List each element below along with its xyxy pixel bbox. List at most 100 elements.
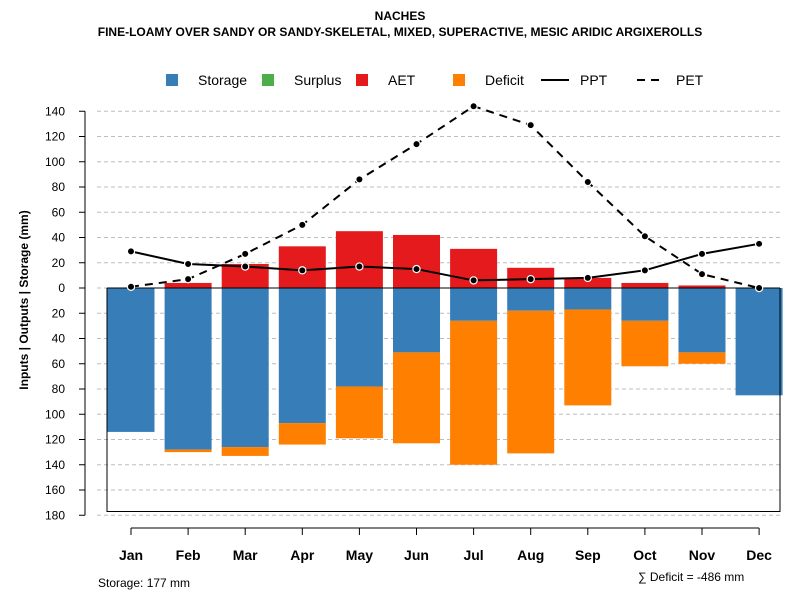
pet-point-feb	[183, 274, 193, 284]
aet-bar-oct	[621, 282, 669, 288]
y-tick-label: 140	[45, 458, 65, 472]
storage-bar-mar	[221, 288, 269, 448]
y-tick-label: 80	[52, 382, 66, 396]
legend-deficit-label: Deficit	[485, 72, 524, 88]
series-lines	[126, 101, 764, 293]
ppt-point-nov	[697, 249, 707, 259]
ppt-point-may	[355, 262, 364, 271]
pet-point-jan	[126, 282, 136, 291]
pet-line	[130, 105, 760, 289]
x-tick-label-mar: Mar	[233, 547, 258, 563]
deficit-bar-may	[335, 386, 383, 439]
chart-title: NACHES	[374, 9, 426, 23]
axis-labels: 140 120 100 80 60 40 20 0 20 40 60 80 100 120 140 160 18…	[17, 104, 772, 563]
x-tick-label-apr: Apr	[290, 547, 315, 563]
legend-storage-label: Storage	[198, 72, 247, 88]
storage-bar-sep	[564, 288, 612, 310]
pet-point-may	[355, 175, 364, 184]
deficit-bar-sep	[564, 309, 612, 406]
deficit-bar-mar	[221, 447, 269, 456]
legend-storage-swatch	[166, 74, 178, 86]
x-tick-label-jun: Jun	[404, 547, 429, 563]
storage-bar-jan	[107, 288, 155, 432]
x-tick-label-jan: Jan	[119, 547, 143, 563]
y-tick-label: 100	[45, 155, 65, 169]
legend-surplus-swatch	[262, 74, 274, 86]
ppt-point-sep	[583, 273, 593, 283]
storage-bar-oct	[621, 288, 669, 321]
bars	[107, 231, 783, 465]
ppt-point-jul	[469, 276, 478, 285]
axes	[79, 110, 781, 535]
legend-deficit-swatch	[453, 74, 465, 86]
deficit-note: ∑ Deficit = -486 mm	[638, 570, 745, 584]
y-tick-label: 140	[45, 104, 65, 118]
storage-bar-may	[335, 288, 383, 387]
deficit-bar-nov	[678, 352, 726, 364]
storage-bar-jul	[450, 288, 498, 321]
ppt-point-apr	[298, 266, 307, 275]
deficit-bar-oct	[621, 320, 669, 367]
aet-bar-may	[335, 231, 383, 288]
legend-surplus-label: Surplus	[294, 72, 341, 88]
y-tick-label: 40	[52, 332, 66, 346]
y-tick-label: 20	[52, 306, 66, 320]
pet-point-jul	[469, 101, 478, 111]
ppt-point-oct	[640, 266, 650, 275]
storage-bar-nov	[678, 288, 726, 353]
legend-aet-swatch	[356, 74, 368, 86]
ppt-point-mar	[240, 262, 250, 271]
y-tick-label: 120	[45, 130, 65, 144]
storage-capacity-box	[106, 288, 781, 512]
storage-bar-jun	[393, 288, 440, 353]
y-tick-label: 40	[52, 231, 66, 245]
ppt-point-aug	[526, 274, 535, 284]
legend-aet-label: AET	[388, 72, 416, 88]
ppt-point-jan	[126, 247, 136, 256]
chart-subtitle: FINE-LOAMY OVER SANDY OR SANDY-SKELETAL,…	[97, 25, 703, 39]
x-tick-label-aug: Aug	[517, 547, 544, 563]
legend-pet-label: PET	[676, 72, 704, 88]
aet-bar-feb	[164, 282, 212, 288]
legend-ppt-label: PPT	[580, 72, 608, 88]
y-tick-label: 0	[58, 281, 65, 295]
pet-point-oct	[640, 232, 650, 241]
x-tick-label-oct: Oct	[633, 547, 657, 563]
y-tick-label: 80	[52, 180, 66, 194]
aet-bar-sep	[564, 277, 612, 288]
y-tick-label: 60	[52, 357, 66, 371]
storage-bar-apr	[278, 288, 326, 424]
y-tick-label: 100	[45, 407, 65, 421]
y-tick-label: 20	[52, 256, 66, 270]
x-tick-label-feb: Feb	[176, 547, 201, 563]
y-tick-label: 60	[52, 205, 66, 219]
y-tick-label: 180	[45, 508, 65, 522]
storage-note: Storage: 177 mm	[98, 576, 191, 590]
deficit-bar-jul	[450, 320, 498, 465]
y-tick-label: 120	[45, 433, 65, 447]
y-axis-title: Inputs | Outputs | Storage (mm)	[17, 210, 31, 389]
pet-point-aug	[526, 120, 535, 130]
pet-point-nov	[697, 269, 707, 279]
aet-bar-jun	[393, 234, 440, 288]
ppt-point-feb	[183, 259, 193, 269]
pet-point-apr	[298, 220, 307, 230]
storage-bar-aug	[507, 288, 555, 311]
storage-bar-feb	[164, 288, 212, 450]
x-tick-label-jul: Jul	[463, 547, 483, 563]
aet-bar-mar	[221, 264, 269, 288]
deficit-bar-jun	[393, 352, 440, 444]
ppt-line	[130, 242, 760, 282]
pet-point-sep	[583, 177, 593, 187]
ppt-point-jun	[412, 264, 421, 274]
deficit-bar-aug	[507, 310, 555, 454]
storage-bar-dec	[735, 288, 783, 396]
ppt-point-dec	[754, 239, 764, 249]
pet-point-jun	[412, 139, 421, 149]
x-tick-label-nov: Nov	[689, 547, 716, 563]
aet-bar-nov	[678, 285, 726, 288]
y-tick-label: 160	[45, 483, 65, 497]
x-tick-label-may: May	[346, 547, 373, 563]
x-tick-label-dec: Dec	[746, 547, 772, 563]
